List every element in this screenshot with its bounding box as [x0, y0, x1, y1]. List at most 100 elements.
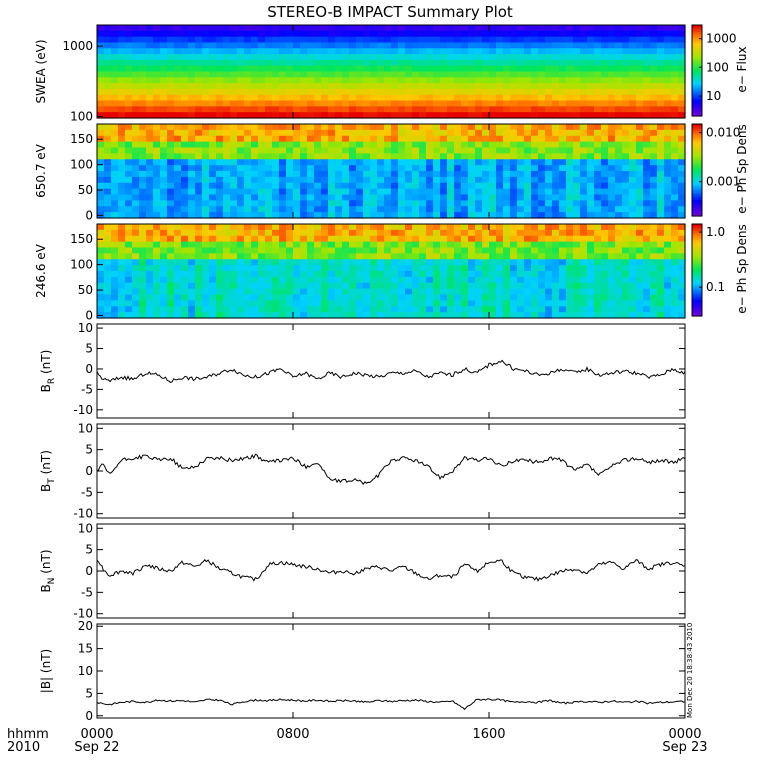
heatmap-cell [202, 241, 210, 249]
heatmap-cell [139, 212, 147, 219]
heatmap-cell [307, 265, 315, 272]
heatmap-cell [524, 206, 532, 213]
heatmap-cell [111, 271, 119, 278]
heatmap-cell [419, 182, 427, 190]
heatmap-cell [580, 59, 588, 67]
heatmap-cell [356, 83, 364, 90]
heatmap-cell [622, 312, 630, 319]
heatmap-cell [587, 206, 595, 213]
heatmap-cell [293, 83, 301, 90]
heatmap-cell [146, 200, 154, 207]
heatmap-cell [251, 288, 259, 296]
heatmap-cell [125, 229, 133, 237]
heatmap-cell [363, 42, 371, 49]
heatmap-cell [531, 288, 539, 296]
heatmap-cell [174, 129, 182, 137]
heatmap-cell [489, 124, 497, 131]
heatmap-cell [370, 294, 378, 301]
heatmap-cell [97, 176, 105, 184]
heatmap-cell [188, 188, 196, 196]
heatmap-cell [377, 288, 385, 296]
heatmap-cell [608, 241, 616, 249]
heatmap-cell [559, 229, 567, 237]
heatmap-cell [300, 141, 308, 149]
heatmap-cell [615, 112, 623, 119]
heatmap-cell [160, 48, 168, 55]
heatmap-cell [615, 288, 623, 296]
heatmap-cell [363, 77, 371, 84]
heatmap-cell [552, 124, 560, 131]
heatmap-cell [244, 165, 252, 172]
heatmap-cell [335, 42, 343, 49]
heatmap-cell [496, 30, 504, 38]
heatmap-cell [181, 300, 189, 307]
heatmap-cell [615, 124, 623, 131]
heatmap-cell [489, 276, 497, 284]
heatmap-cell [272, 265, 280, 272]
heatmap-cell [559, 182, 567, 190]
heatmap-cell [202, 159, 210, 166]
heatmap-cell [363, 212, 371, 219]
heatmap-cell [153, 153, 161, 160]
heatmap-cell [258, 259, 266, 266]
heatmap-cell [132, 288, 140, 296]
heatmap-cell [517, 206, 525, 213]
heatmap-cell [314, 271, 322, 278]
heatmap-cell [643, 88, 651, 96]
heatmap-cell [650, 247, 658, 254]
heatmap-cell [524, 42, 532, 49]
heatmap-cell [496, 282, 504, 290]
heatmap-cell [657, 200, 665, 207]
heatmap-cell [384, 188, 392, 196]
heatmap-cell [538, 229, 546, 237]
heatmap-cell [258, 176, 266, 184]
heatmap-cell [419, 176, 427, 184]
heatmap-cell [272, 200, 280, 207]
heatmap-cell [398, 188, 406, 196]
colorbar-cell [692, 279, 702, 283]
heatmap-cell [230, 176, 238, 184]
heatmap-cell [223, 288, 231, 296]
heatmap-cell [461, 94, 469, 102]
heatmap-cell [363, 171, 371, 178]
heatmap-cell [223, 235, 231, 243]
heatmap-cell [349, 259, 357, 266]
heatmap-cell [104, 25, 112, 32]
heatmap-cell [447, 25, 455, 32]
y-tick-label: -5 [81, 382, 93, 396]
heatmap-cell [342, 129, 350, 137]
heatmap-cell [118, 147, 126, 154]
heatmap-cell [328, 83, 336, 90]
heatmap-cell [209, 94, 217, 102]
heatmap-cell [482, 300, 490, 307]
heatmap-cell [566, 141, 574, 149]
heatmap-cell [349, 112, 357, 119]
heatmap-cell [475, 300, 483, 307]
heatmap-cell [671, 141, 679, 149]
heatmap-cell [405, 235, 413, 243]
heatmap-cell [223, 153, 231, 160]
heatmap-cell [531, 153, 539, 160]
heatmap-cell [174, 88, 182, 96]
heatmap-cell [202, 36, 210, 44]
heatmap-cell [251, 259, 259, 266]
heatmap-cell [622, 294, 630, 301]
heatmap-cell [377, 112, 385, 119]
heatmap-cell [251, 54, 259, 61]
heatmap-cell [223, 206, 231, 213]
heatmap-cell [293, 159, 301, 166]
heatmap-cell [517, 54, 525, 61]
heatmap-cell [657, 159, 665, 166]
heatmap-cell [559, 147, 567, 154]
heatmap-cell [545, 200, 553, 207]
heatmap-cell [370, 171, 378, 178]
heatmap-cell [454, 182, 462, 190]
heatmap-cell [195, 129, 203, 137]
heatmap-cell [370, 282, 378, 290]
heatmap-cell [335, 235, 343, 243]
heatmap-cell [216, 48, 224, 55]
heatmap-cell [391, 88, 399, 96]
heatmap-cell [475, 88, 483, 96]
heatmap-cell [111, 288, 119, 296]
heatmap-cell [615, 129, 623, 137]
